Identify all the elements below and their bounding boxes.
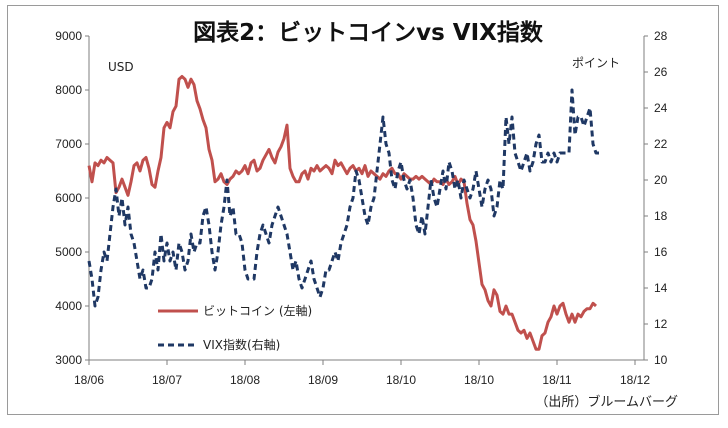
x-tick-label: 18/07: [152, 373, 182, 387]
x-tick-label: 18/12: [620, 373, 650, 387]
left-axis-unit: USD: [108, 60, 134, 74]
left-tick-label: 6000: [55, 191, 82, 205]
right-tick-label: 26: [654, 65, 668, 79]
x-tick-label: 18/06: [74, 373, 104, 387]
left-tick-label: 3000: [55, 353, 82, 367]
legend-vix-label: VIX指数(右軸): [203, 337, 280, 352]
chart-frame: 図表2：ビットコインvs VIX指数 USD ポイント 9000 8000 7000…: [7, 5, 719, 415]
right-tick-label: 28: [654, 29, 668, 43]
left-tick-label: 4000: [55, 299, 82, 313]
right-tick-label: 10: [654, 353, 668, 367]
left-tick-label: 9000: [55, 29, 82, 43]
x-tick-label: 18/10: [386, 373, 416, 387]
left-tick-label: 7000: [55, 137, 82, 151]
right-tick-label: 20: [654, 173, 668, 187]
chart-title: 図表2：ビットコインvs VIX指数: [193, 20, 544, 46]
right-tick-label: 12: [654, 317, 668, 331]
right-tick-label: 24: [654, 101, 668, 115]
legend: ビットコイン (左軸) VIX指数(右軸): [158, 303, 312, 352]
x-tick-label: 18/11: [542, 373, 571, 387]
left-tick-label: 5000: [55, 245, 82, 259]
left-tick-label: 8000: [55, 83, 82, 97]
chart-svg: 図表2：ビットコインvs VIX指数 USD ポイント 9000 8000 7000…: [8, 6, 720, 416]
legend-bitcoin-label: ビットコイン (左軸): [203, 303, 312, 318]
x-tick-label: 18/10: [464, 373, 494, 387]
right-tick-label: 14: [654, 281, 668, 295]
right-tick-label: 18: [654, 209, 668, 223]
source-note: （出所）ブルームバーグ: [535, 394, 678, 410]
bitcoin-series-line: [89, 77, 596, 350]
x-tick-label: 18/09: [308, 373, 338, 387]
x-tick-label: 18/08: [230, 373, 260, 387]
right-tick-label: 16: [654, 245, 668, 259]
right-tick-label: 22: [654, 137, 668, 151]
right-axis-unit: ポイント: [572, 56, 620, 70]
